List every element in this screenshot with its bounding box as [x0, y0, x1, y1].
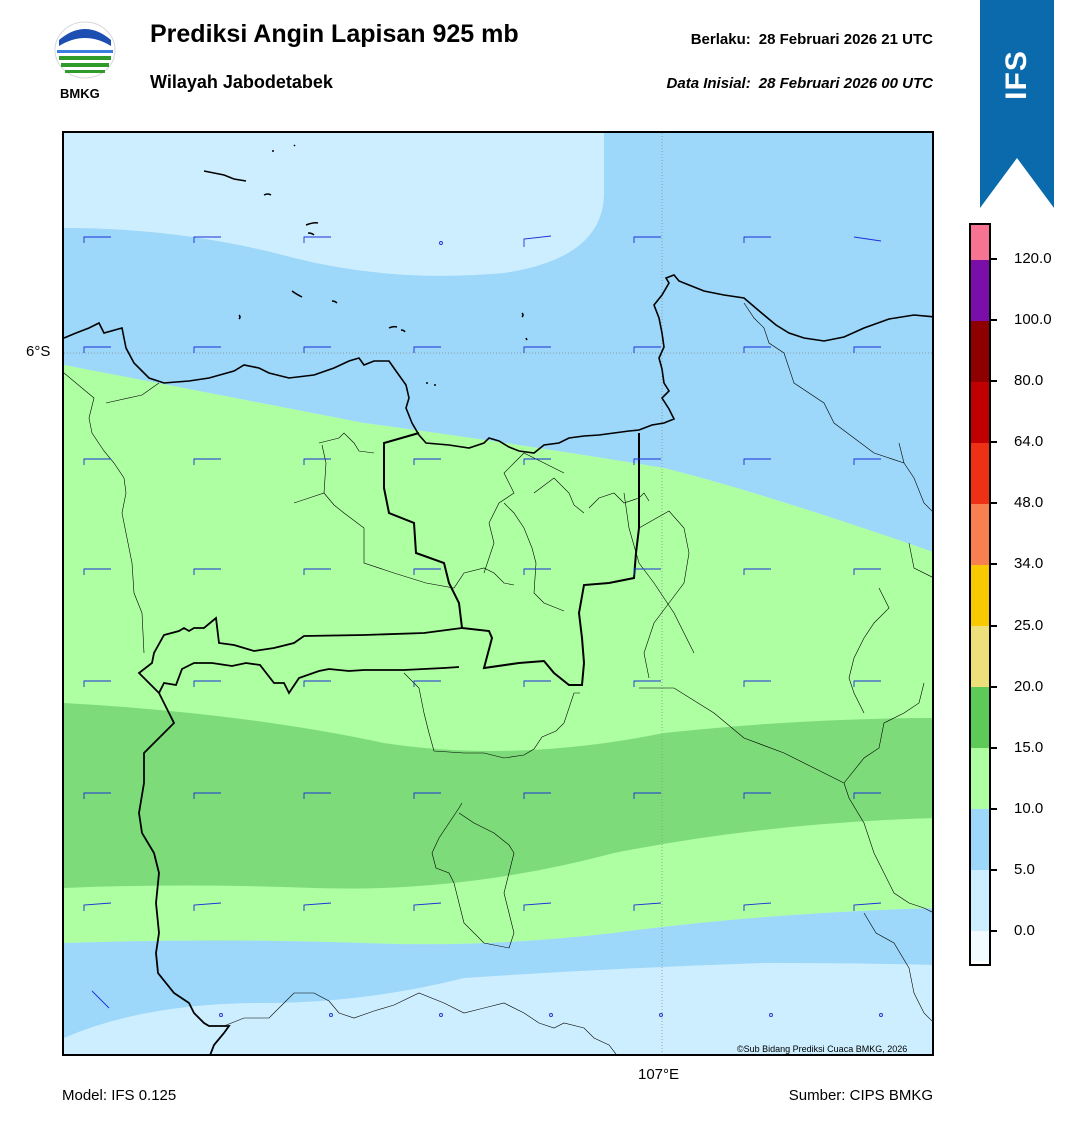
thousand-islands — [203, 144, 528, 386]
valid-time: Berlaku: 28 Februari 2026 21 UTC — [691, 31, 933, 48]
colorbar-tick — [991, 808, 997, 810]
colorbar-label: 25.0 — [1014, 617, 1044, 634]
init-value: 28 Februari 2026 00 UTC — [758, 75, 933, 92]
colorbar-label: 100.0 — [1014, 311, 1052, 328]
colorbar-segment — [971, 626, 989, 687]
colorbar-label: 20.0 — [1014, 678, 1044, 695]
colorbar-segment — [971, 565, 989, 626]
colorbar-segment — [971, 504, 989, 565]
colorbar-segment — [971, 321, 989, 382]
colorbar-tick — [991, 258, 997, 260]
page-subtitle: Wilayah Jabodetabek — [150, 72, 333, 92]
province-boundary-2 — [137, 616, 463, 1054]
colorbar-tick — [991, 319, 997, 321]
colorbar-label: 34.0 — [1014, 555, 1044, 572]
model-ribbon — [980, 0, 1054, 208]
colorbar-segment — [971, 382, 989, 443]
colorbar-segment — [971, 687, 989, 748]
wind-barbs — [83, 235, 883, 1017]
colorbar-segment — [971, 748, 989, 809]
colorbar-tick — [991, 441, 997, 443]
province-boundary — [383, 432, 640, 686]
colorbar-label: 80.0 — [1014, 372, 1044, 389]
colorbar-label: 0.0 — [1014, 922, 1035, 939]
colorbar-tick — [991, 502, 997, 504]
valid-label: Berlaku: — [690, 31, 751, 48]
colorbar-label: 64.0 — [1014, 433, 1044, 450]
init-time: Data Inisial: 28 Februari 2026 00 UTC — [667, 75, 933, 92]
lat-label: 6°S — [26, 343, 51, 360]
page-title: Prediksi Angin Lapisan 925 mb — [150, 20, 519, 48]
bmkg-logo-icon — [54, 21, 116, 79]
colorbar-segment — [971, 443, 989, 504]
colorbar-tick — [991, 380, 997, 382]
colorbar-segment — [971, 260, 989, 321]
colorbar-segment — [971, 870, 989, 931]
light-zone-north — [64, 133, 932, 552]
wind-map-canvas — [64, 133, 932, 1054]
colorbar-label: 15.0 — [1014, 739, 1044, 756]
ribbon-label: IFS — [999, 50, 1033, 100]
source-info: Sumber: CIPS BMKG — [788, 1087, 933, 1104]
colorbar-tick — [991, 625, 997, 627]
colorbar-tick — [991, 686, 997, 688]
logo-text: BMKG — [60, 86, 100, 101]
coastline-java — [64, 274, 932, 454]
model-info: Model: IFS 0.125 — [62, 1087, 177, 1104]
colorbar-tick — [991, 747, 997, 749]
colorbar-label: 5.0 — [1014, 861, 1035, 878]
colorbar-tick — [991, 563, 997, 565]
map-credit: ©Sub Bidang Prediksi Cuaca BMKG, 2026 — [737, 1044, 908, 1054]
colorbar — [969, 223, 991, 966]
province-boundary-3 — [158, 662, 460, 695]
colorbar-label: 120.0 — [1014, 250, 1052, 267]
regency-boundaries — [64, 302, 932, 1054]
colorbar-segment — [971, 931, 989, 961]
colorbar-tick — [991, 930, 997, 932]
lon-label: 107°E — [638, 1066, 680, 1083]
wind-map: ©Sub Bidang Prediksi Cuaca BMKG, 2026 — [62, 131, 934, 1056]
fresh-zone — [64, 703, 932, 889]
init-label: Data Inisial: — [666, 75, 751, 92]
colorbar-tick — [991, 869, 997, 871]
calm-zone-south — [64, 963, 932, 1054]
colorbar-label: 48.0 — [1014, 494, 1044, 511]
valid-value: 28 Februari 2026 21 UTC — [758, 31, 933, 48]
colorbar-label: 10.0 — [1014, 800, 1044, 817]
colorbar-top-segment — [971, 225, 989, 260]
colorbar-segment — [971, 809, 989, 870]
